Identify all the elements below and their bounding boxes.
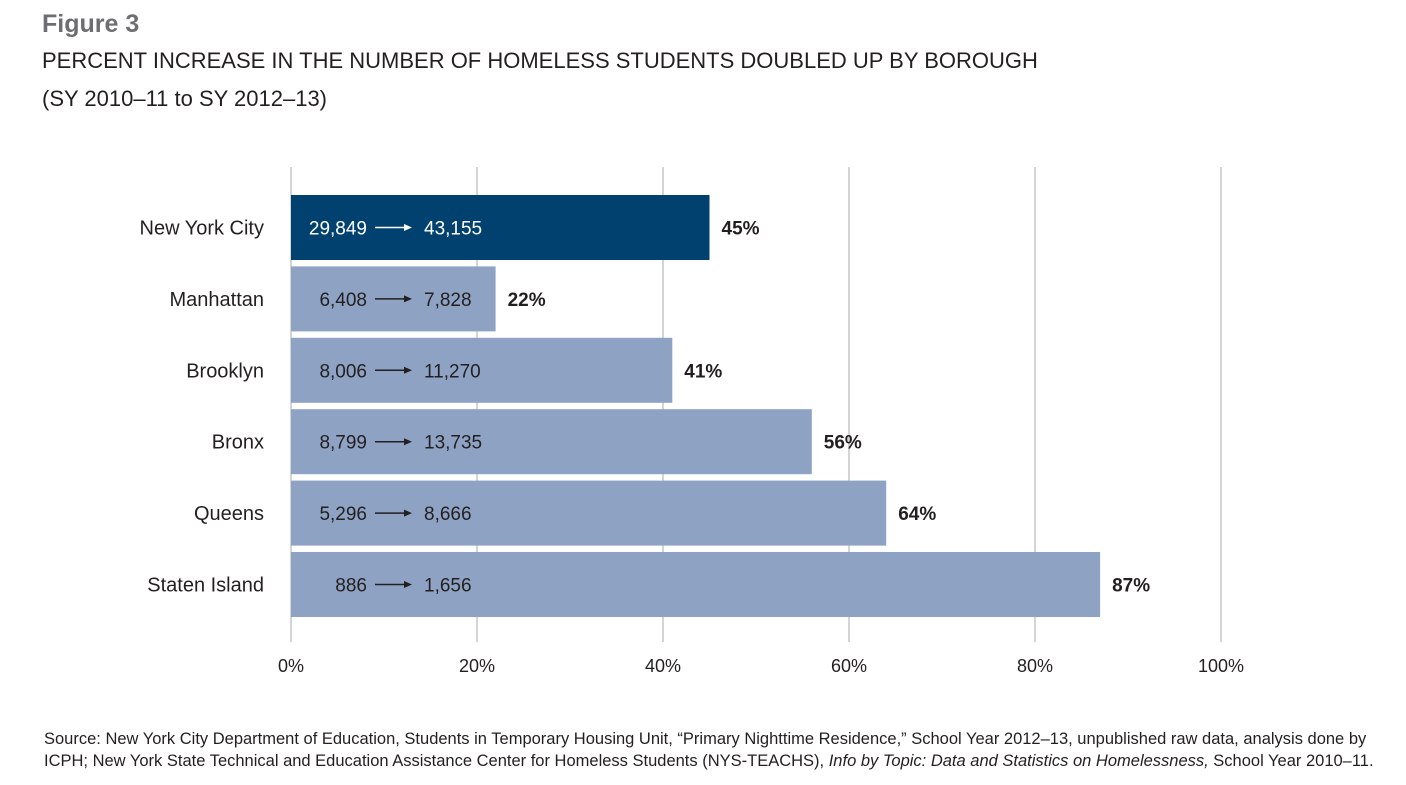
category-label: Bronx xyxy=(212,432,264,454)
arrow-head xyxy=(404,509,412,517)
end-count-label: 13,735 xyxy=(424,433,482,454)
category-label: Queens xyxy=(194,503,264,525)
value-label: 87% xyxy=(1112,576,1150,597)
arrow-head xyxy=(404,366,412,374)
arrow-head xyxy=(404,438,412,446)
category-label: New York City xyxy=(140,218,265,240)
x-tick-label: 60% xyxy=(831,656,867,676)
start-count-label: 5,296 xyxy=(319,504,367,525)
end-count-label: 8,666 xyxy=(424,504,472,525)
x-tick-label: 100% xyxy=(1198,656,1244,676)
value-label: 45% xyxy=(722,219,760,240)
source-italic-title: Info by Topic: Data and Statistics on Ho… xyxy=(828,752,1209,770)
bar xyxy=(291,409,812,475)
start-count-label: 8,799 xyxy=(319,433,367,454)
source-text-end: School Year 2010–11. xyxy=(1208,752,1374,770)
value-label: 22% xyxy=(508,290,546,311)
end-count-label: 43,155 xyxy=(424,219,482,240)
start-count-label: 886 xyxy=(335,576,367,597)
end-count-label: 7,828 xyxy=(424,290,472,311)
x-tick-label: 20% xyxy=(459,656,495,676)
chart-subtitle: (SY 2010–11 to SY 2012–13) xyxy=(42,86,328,111)
start-count-label: 8,006 xyxy=(319,361,367,382)
category-label: Manhattan xyxy=(169,289,264,311)
chart-title: PERCENT INCREASE IN THE NUMBER OF HOMELE… xyxy=(42,48,1038,73)
figure-label: Figure 3 xyxy=(42,10,140,38)
arrow-head xyxy=(404,224,412,231)
source-text: Source: New York City Department of Educ… xyxy=(44,730,1367,770)
value-label: 64% xyxy=(898,504,936,525)
value-label: 56% xyxy=(824,433,862,454)
x-tick-label: 0% xyxy=(278,656,304,676)
category-label: Staten Island xyxy=(147,575,264,597)
end-count-label: 11,270 xyxy=(424,361,481,382)
category-label: Brooklyn xyxy=(186,360,264,382)
x-tick-label: 80% xyxy=(1017,656,1053,676)
arrow-head xyxy=(404,581,412,588)
bar xyxy=(291,195,710,260)
start-count-label: 6,408 xyxy=(319,290,367,311)
source-note: Source: New York City Department of Educ… xyxy=(44,728,1389,772)
start-count-label: 29,849 xyxy=(309,219,367,240)
bar xyxy=(291,552,1101,617)
x-tick-label: 40% xyxy=(645,656,681,676)
arrow-head xyxy=(404,295,412,303)
end-count-label: 1,656 xyxy=(424,576,472,597)
bar-chart: 0% 20% 40% 60% 80% 100% New York City 29,849 43,… xyxy=(140,167,1244,676)
bar xyxy=(291,337,673,403)
value-label: 41% xyxy=(684,361,722,382)
